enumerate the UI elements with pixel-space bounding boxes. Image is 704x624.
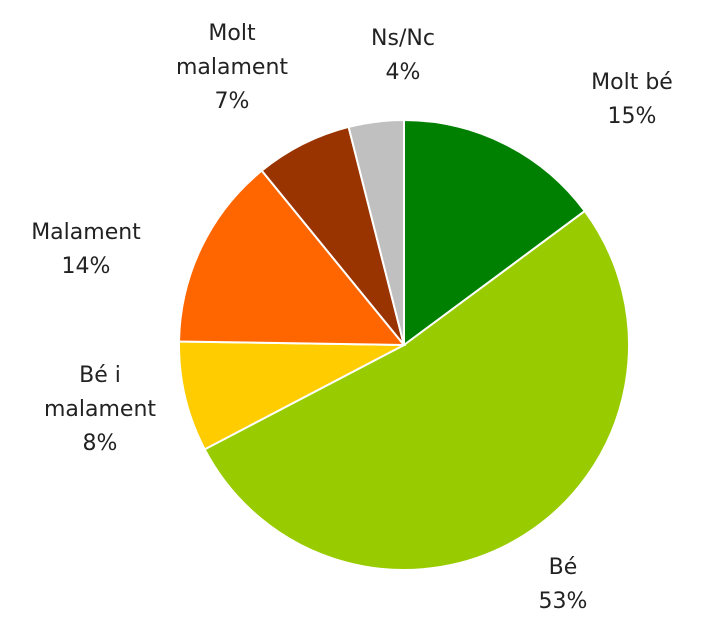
pie-slice (178, 340, 405, 451)
category-label: Malament (31, 220, 141, 245)
value-label: 7% (214, 89, 250, 114)
value-label: 14% (61, 254, 111, 279)
pie-slice (403, 118, 587, 347)
pie-slice (203, 209, 630, 571)
value-label: 53% (538, 589, 588, 614)
slice-label: Malament 14% (11, 216, 161, 284)
slice-label: Molt malament 7% (157, 17, 307, 119)
slice-label: Bé 53% (488, 551, 638, 619)
category-label: Molt malament (175, 21, 289, 80)
category-label: Ns/Nc (371, 26, 435, 51)
category-label: Molt bé (591, 70, 673, 95)
category-label: Bé (548, 555, 578, 580)
value-label: 15% (607, 104, 657, 129)
slice-label: Molt bé 15% (557, 66, 704, 134)
slice-label: Bé i malament 8% (25, 359, 175, 461)
value-label: 8% (82, 431, 118, 456)
category-label: Bé i malament (43, 363, 157, 422)
slice-label: Ns/Nc 4% (328, 22, 478, 90)
pie-slice (178, 169, 407, 347)
pie-slice (347, 118, 405, 346)
value-label: 4% (385, 60, 421, 85)
